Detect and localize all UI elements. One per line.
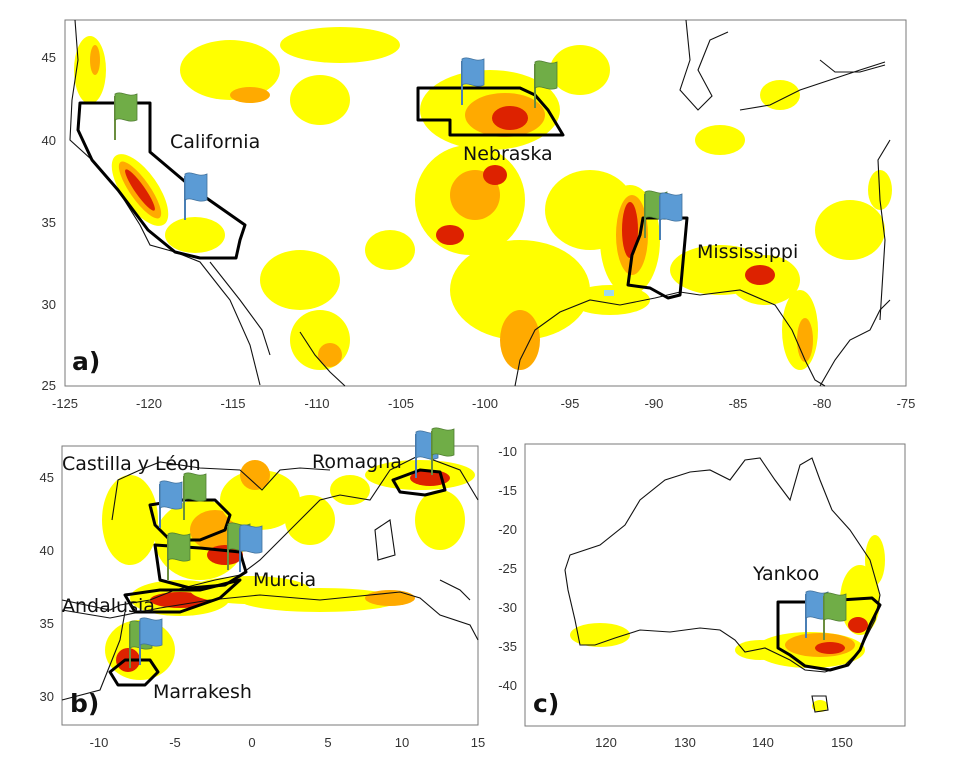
panel-c-frame [524,443,906,727]
panel-c-coastlines [564,457,881,713]
x-tick: 120 [595,735,617,750]
y-tick: -30 [498,600,517,615]
label-romagna: Romagna [312,451,402,473]
mississippi-outline [626,216,689,300]
x-tick: -95 [561,396,580,411]
panel-a: California Nebraska Mississippi a) 45 40… [42,19,915,411]
x-tick: -125 [52,396,78,411]
x-tick: -5 [169,735,181,750]
y-tick: 30 [42,297,56,312]
label-yankoo: Yankoo [752,563,819,585]
castilla-outline [148,498,232,542]
panel-c-y-ticks: -10 -15 -20 -25 -30 -35 -40 [498,444,517,693]
x-tick: 5 [324,735,331,750]
y-tick: 40 [42,133,56,148]
y-tick: 30 [40,689,54,704]
marrakesh-outline [108,658,160,687]
panel-b-y-ticks: 45 40 35 30 [40,470,54,704]
x-tick: -105 [388,396,414,411]
panel-b-letter: b) [70,689,99,718]
x-tick: -80 [813,396,832,411]
y-tick: 25 [42,378,56,393]
y-tick: -15 [498,483,517,498]
x-tick: 15 [471,735,485,750]
x-tick: 130 [674,735,696,750]
x-tick: 10 [395,735,409,750]
y-tick: 40 [40,543,54,558]
murcia-outline [153,543,248,590]
x-tick: 150 [831,735,853,750]
y-tick: -10 [498,444,517,459]
label-california: California [170,131,260,153]
panel-a-coastlines [69,19,891,387]
y-tick: 35 [42,215,56,230]
panel-a-letter: a) [72,347,100,376]
label-mississippi: Mississippi [697,241,798,263]
label-marrakesh: Marrakesh [153,681,252,703]
x-tick: -75 [897,396,916,411]
x-tick: -100 [472,396,498,411]
x-tick: -115 [220,396,245,411]
label-castilla: Castilla y Léon [62,453,201,475]
label-nebraska: Nebraska [463,143,553,165]
panel-b: Castilla y Léon Romagna Murcia Andalusia… [40,426,486,750]
panel-a-y-ticks: 45 40 35 30 25 [42,50,56,393]
andalusia-outline [123,578,242,614]
panel-c: Yankoo c) -10 -15 -20 -25 -30 -35 -40 12… [498,443,906,750]
x-tick: -110 [304,396,329,411]
y-tick: -35 [498,639,517,654]
x-tick: 0 [248,735,255,750]
x-tick: -90 [645,396,664,411]
label-murcia: Murcia [253,569,316,591]
california-outline [76,101,247,260]
label-andalusia: Andalusia [62,595,155,617]
x-tick: -120 [136,396,162,411]
panel-b-coastlines [61,454,479,701]
y-tick: -40 [498,678,517,693]
panel-c-letter: c) [533,689,559,718]
nebraska-outline [416,86,565,137]
panel-a-x-ticks: -125 -120 -115 -110 -105 -100 -95 -90 -8… [52,396,915,411]
y-tick: 45 [42,50,56,65]
y-tick: 45 [40,470,54,485]
y-tick: -25 [498,561,517,576]
panel-a-regions [76,86,689,300]
panel-c-x-ticks: 120 130 140 150 [595,735,853,750]
romagna-outline [391,468,447,497]
x-tick: 140 [752,735,774,750]
y-tick: -20 [498,522,517,537]
x-tick: -10 [90,735,109,750]
y-tick: 35 [40,616,54,631]
panel-b-regions [108,468,447,687]
panel-b-x-ticks: -10 -5 0 5 10 15 [90,735,486,750]
x-tick: -85 [729,396,748,411]
